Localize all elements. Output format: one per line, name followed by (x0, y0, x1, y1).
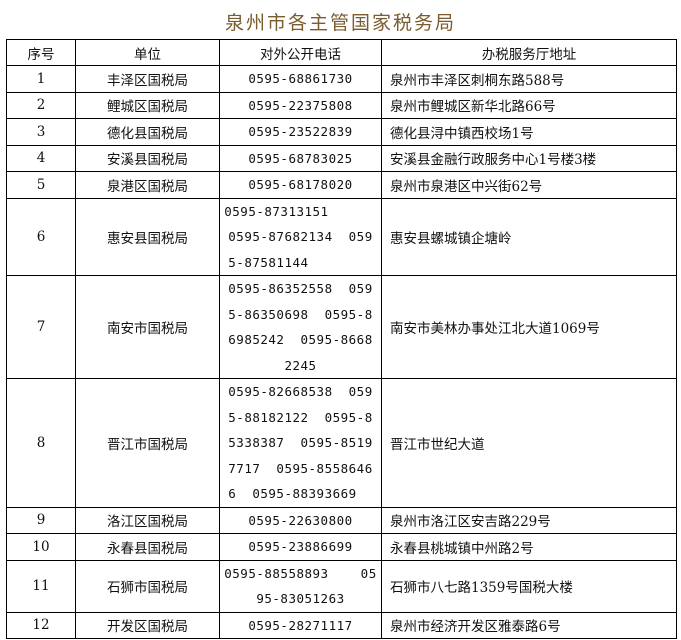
header-unit: 单位 (75, 39, 220, 66)
unit-name: 石狮市国税局 (75, 559, 220, 613)
phone-line: 0595-22630800 (248, 512, 353, 528)
phone-cell: 0595-28271117 (219, 611, 382, 639)
header-phone: 对外公开电话 (219, 39, 382, 66)
unit-name: 开发区国税局 (75, 611, 220, 639)
phone-line: 0595-87682134 059 (228, 229, 373, 244)
phone-line: 0595-68861730 (248, 71, 353, 86)
phone-line: 0595-23522839 (248, 124, 353, 139)
unit-name: 惠安县国税局 (75, 197, 220, 276)
table-row: 3 德化县国税局 0595-23522839 德化县浔中镇西校场1号 (6, 118, 677, 146)
tax-bureau-table: 序号 单位 对外公开电话 办税服务厅地址 1 丰泽区国税局 0595-6886173… (6, 39, 677, 639)
table-row: 2 鲤城区国税局 0595-22375808 泉州市鲤城区新华北路66号 (6, 91, 677, 119)
row-number: 9 (6, 506, 76, 534)
phone-line: 0595-22375808 (248, 97, 353, 113)
phone-cell: 0595-88558893 05 95-83051263 (219, 559, 382, 613)
phone-cell: 0595-86352558 059 5-86350698 0595-8 698524… (219, 275, 382, 379)
table-row: 5 泉港区国税局 0595-68178020 泉州市泉港区中兴街62号 (6, 171, 677, 199)
address: 南安市美林办事处江北大道1069号 (381, 275, 677, 379)
address: 晋江市世纪大道 (381, 378, 677, 508)
address: 泉州市丰泽区刺桐东路588号 (381, 65, 677, 93)
table-row: 12 开发区国税局 0595-28271117 泉州市经济开发区雅泰路6号 (6, 611, 677, 639)
phone-line: 0595-68783025 (248, 150, 353, 166)
table-row: 9 洛江区国税局 0595-22630800 泉州市洛江区安吉路229号 (6, 506, 677, 534)
row-number: 2 (6, 91, 76, 119)
unit-name: 泉港区国税局 (75, 171, 220, 199)
row-number: 11 (6, 559, 76, 613)
phone-line: 5-86350698 0595-8 (228, 306, 373, 322)
table-row: 7 南安市国税局 0595-86352558 059 5-86350698 0595-… (6, 275, 677, 379)
address: 惠安县螺城镇企塘岭 (381, 197, 677, 276)
row-number: 8 (6, 378, 76, 508)
unit-name: 安溪县国税局 (75, 144, 220, 172)
phone-cell: 0595-68861730 (219, 65, 382, 93)
table-row: 8 晋江市国税局 0595-82668538 059 5-88182122 0595-… (6, 378, 677, 508)
address: 石狮市八七路1359号国税大楼 (381, 559, 677, 613)
unit-name: 丰泽区国税局 (75, 65, 220, 93)
address: 泉州市洛江区安吉路229号 (381, 506, 677, 534)
table-row: 6 惠安县国税局 0595-87313151 0595-87682134 059 5-… (6, 197, 677, 276)
phone-line: 0595-68178020 (248, 177, 353, 192)
address: 泉州市鲤城区新华北路66号 (381, 91, 677, 119)
phone-line: 6 0595-88393669 (228, 486, 373, 501)
phone-cell: 0595-23886699 (219, 533, 382, 561)
phone-line: 0595-28271117 (248, 617, 353, 633)
phone-line: 5-87581144 (228, 254, 373, 270)
address: 德化县浔中镇西校场1号 (381, 118, 677, 146)
row-number: 7 (6, 275, 76, 379)
page-title: 泉州市各主管国家税务局 (224, 12, 456, 34)
phone-cell: 0595-82668538 059 5-88182122 0595-8 533838… (219, 378, 382, 508)
row-number: 6 (6, 197, 76, 276)
phone-line: 0595-88558893 05 (224, 565, 377, 581)
table-row: 4 安溪县国税局 0595-68783025 安溪县金融行政服务中心1号楼3楼 (6, 144, 677, 172)
row-number: 4 (6, 144, 76, 172)
phone-cell: 0595-22630800 (219, 506, 382, 534)
phone-cell: 0595-87313151 0595-87682134 059 5-8758114… (219, 197, 382, 276)
row-number: 1 (6, 65, 76, 93)
unit-name: 德化县国税局 (75, 118, 220, 146)
phone-line: 2245 (284, 357, 317, 373)
address: 泉州市泉港区中兴街62号 (381, 171, 677, 199)
phone-line: 0595-86352558 059 (228, 281, 373, 296)
address: 泉州市经济开发区雅泰路6号 (381, 611, 677, 639)
phone-cell: 0595-23522839 (219, 118, 382, 146)
unit-name: 鲤城区国税局 (75, 91, 220, 119)
address: 安溪县金融行政服务中心1号楼3楼 (381, 144, 677, 172)
table-row: 1 丰泽区国税局 0595-68861730 泉州市丰泽区刺桐东路588号 (6, 65, 677, 93)
unit-name: 洛江区国税局 (75, 506, 220, 534)
row-number: 10 (6, 533, 76, 561)
row-number: 3 (6, 118, 76, 146)
table-header-row: 序号 单位 对外公开电话 办税服务厅地址 (6, 39, 677, 66)
phone-line: 0595-82668538 059 (228, 384, 373, 399)
phone-line: 0595-23886699 (248, 539, 353, 554)
unit-name: 南安市国税局 (75, 275, 220, 379)
phone-line: 5-88182122 0595-8 (228, 409, 373, 425)
phone-line: 6985242 0595-8668 (228, 332, 373, 347)
table-row: 11 石狮市国税局 0595-88558893 05 95-83051263 石狮市八七… (6, 559, 677, 613)
row-number: 12 (6, 611, 76, 639)
unit-name: 永春县国税局 (75, 533, 220, 561)
phone-line: 7717 0595-8558646 (228, 460, 373, 476)
phone-cell: 0595-68783025 (219, 144, 382, 172)
header-address: 办税服务厅地址 (381, 39, 677, 66)
address: 永春县桃城镇中州路2号 (381, 533, 677, 561)
phone-cell: 0595-22375808 (219, 91, 382, 119)
unit-name: 晋江市国税局 (75, 378, 220, 508)
phone-cell: 0595-68178020 (219, 171, 382, 199)
row-number: 5 (6, 171, 76, 199)
phone-line: 0595-87313151 (224, 203, 377, 219)
phone-line: 95-83051263 (256, 591, 345, 606)
table-row: 10 永春县国税局 0595-23886699 永春县桃城镇中州路2号 (6, 533, 677, 561)
header-no: 序号 (6, 39, 76, 66)
phone-line: 5338387 0595-8519 (228, 435, 373, 450)
